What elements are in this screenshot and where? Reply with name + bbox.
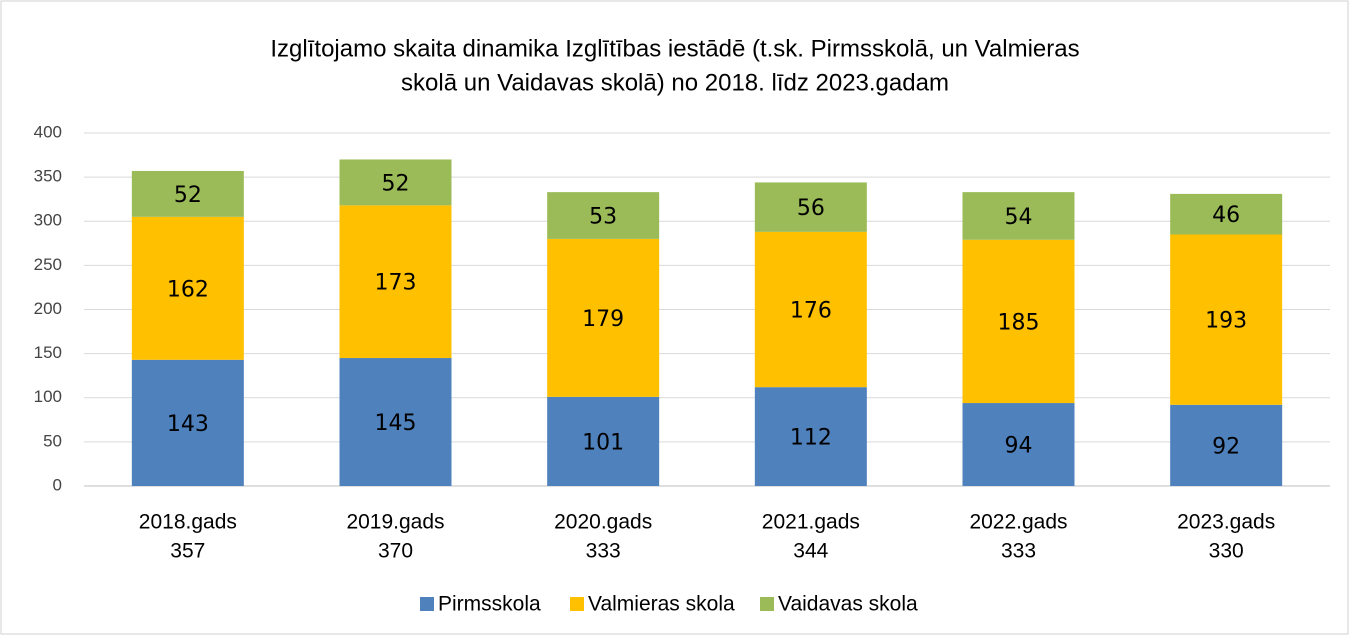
- x-tick-label: 2023.gads: [1177, 511, 1275, 534]
- bar-segment: [131, 216, 244, 360]
- y-tick-label: 300: [34, 211, 62, 230]
- bar-segment: [547, 238, 660, 397]
- y-tick-label: 150: [34, 343, 62, 362]
- x-tick-label: 2019.gads: [346, 511, 444, 534]
- bar-segment: [754, 231, 867, 388]
- total-label: 330: [1209, 540, 1244, 563]
- data-label: 173: [375, 271, 417, 296]
- bar-segment: [1170, 193, 1283, 235]
- x-tick-label: 2021.gads: [762, 511, 860, 534]
- y-tick-label: 0: [53, 475, 62, 494]
- data-label: 53: [589, 205, 617, 230]
- bar-segment: [962, 239, 1075, 404]
- bar-segment: [754, 182, 867, 232]
- data-label: 193: [1205, 309, 1247, 334]
- total-label: 370: [378, 540, 413, 563]
- data-label: 94: [1005, 434, 1033, 459]
- data-label: 46: [1212, 203, 1240, 228]
- bar-segment: [1170, 234, 1283, 405]
- total-label: 344: [793, 540, 828, 563]
- data-label: 143: [167, 412, 209, 437]
- bar-segment: [547, 396, 660, 486]
- data-label: 162: [167, 277, 209, 302]
- legend-label: Valmieras skola: [588, 593, 735, 616]
- y-tick-label: 100: [34, 387, 62, 406]
- data-label: 56: [797, 196, 825, 221]
- legend-label: Vaidavas skola: [778, 593, 918, 616]
- data-label: 185: [998, 310, 1040, 335]
- data-label: 179: [582, 307, 624, 332]
- legend-swatch: [570, 597, 584, 611]
- x-tick-label: 2022.gads: [969, 511, 1067, 534]
- chart-title: Izglītojamo skaita dinamika Izglītības i…: [270, 35, 1079, 62]
- bar-segment: [339, 159, 452, 206]
- total-label: 333: [1001, 540, 1036, 563]
- data-label: 101: [582, 430, 624, 455]
- y-tick-label: 50: [43, 431, 62, 450]
- chart-title: skolā un Vaidavas skolā) no 2018. līdz 2…: [401, 69, 949, 96]
- legend-swatch: [760, 597, 774, 611]
- data-label: 92: [1212, 434, 1240, 459]
- x-tick-label: 2018.gads: [139, 511, 237, 534]
- bar-segment: [339, 358, 452, 486]
- bar-segment: [131, 359, 244, 486]
- data-label: 176: [790, 299, 832, 324]
- y-tick-label: 250: [34, 255, 62, 274]
- data-label: 145: [375, 411, 417, 436]
- legend-swatch: [420, 597, 434, 611]
- y-tick-label: 350: [34, 167, 62, 186]
- bar-segment: [962, 403, 1075, 486]
- bar-segment: [547, 192, 660, 239]
- data-label: 52: [382, 171, 410, 196]
- bar-segment: [131, 170, 244, 217]
- bar-segment: [1170, 404, 1283, 486]
- bar-segment: [962, 192, 1075, 240]
- data-label: 52: [174, 183, 202, 208]
- total-label: 357: [170, 540, 205, 563]
- data-label: 112: [790, 426, 832, 451]
- bar-segment: [754, 387, 867, 486]
- y-tick-label: 200: [34, 299, 62, 318]
- legend-label: Pirmsskola: [438, 593, 541, 616]
- data-label: 54: [1005, 205, 1033, 230]
- bar-segment: [339, 205, 452, 359]
- x-tick-label: 2020.gads: [554, 511, 652, 534]
- y-tick-label: 400: [34, 122, 62, 141]
- total-label: 333: [586, 540, 621, 563]
